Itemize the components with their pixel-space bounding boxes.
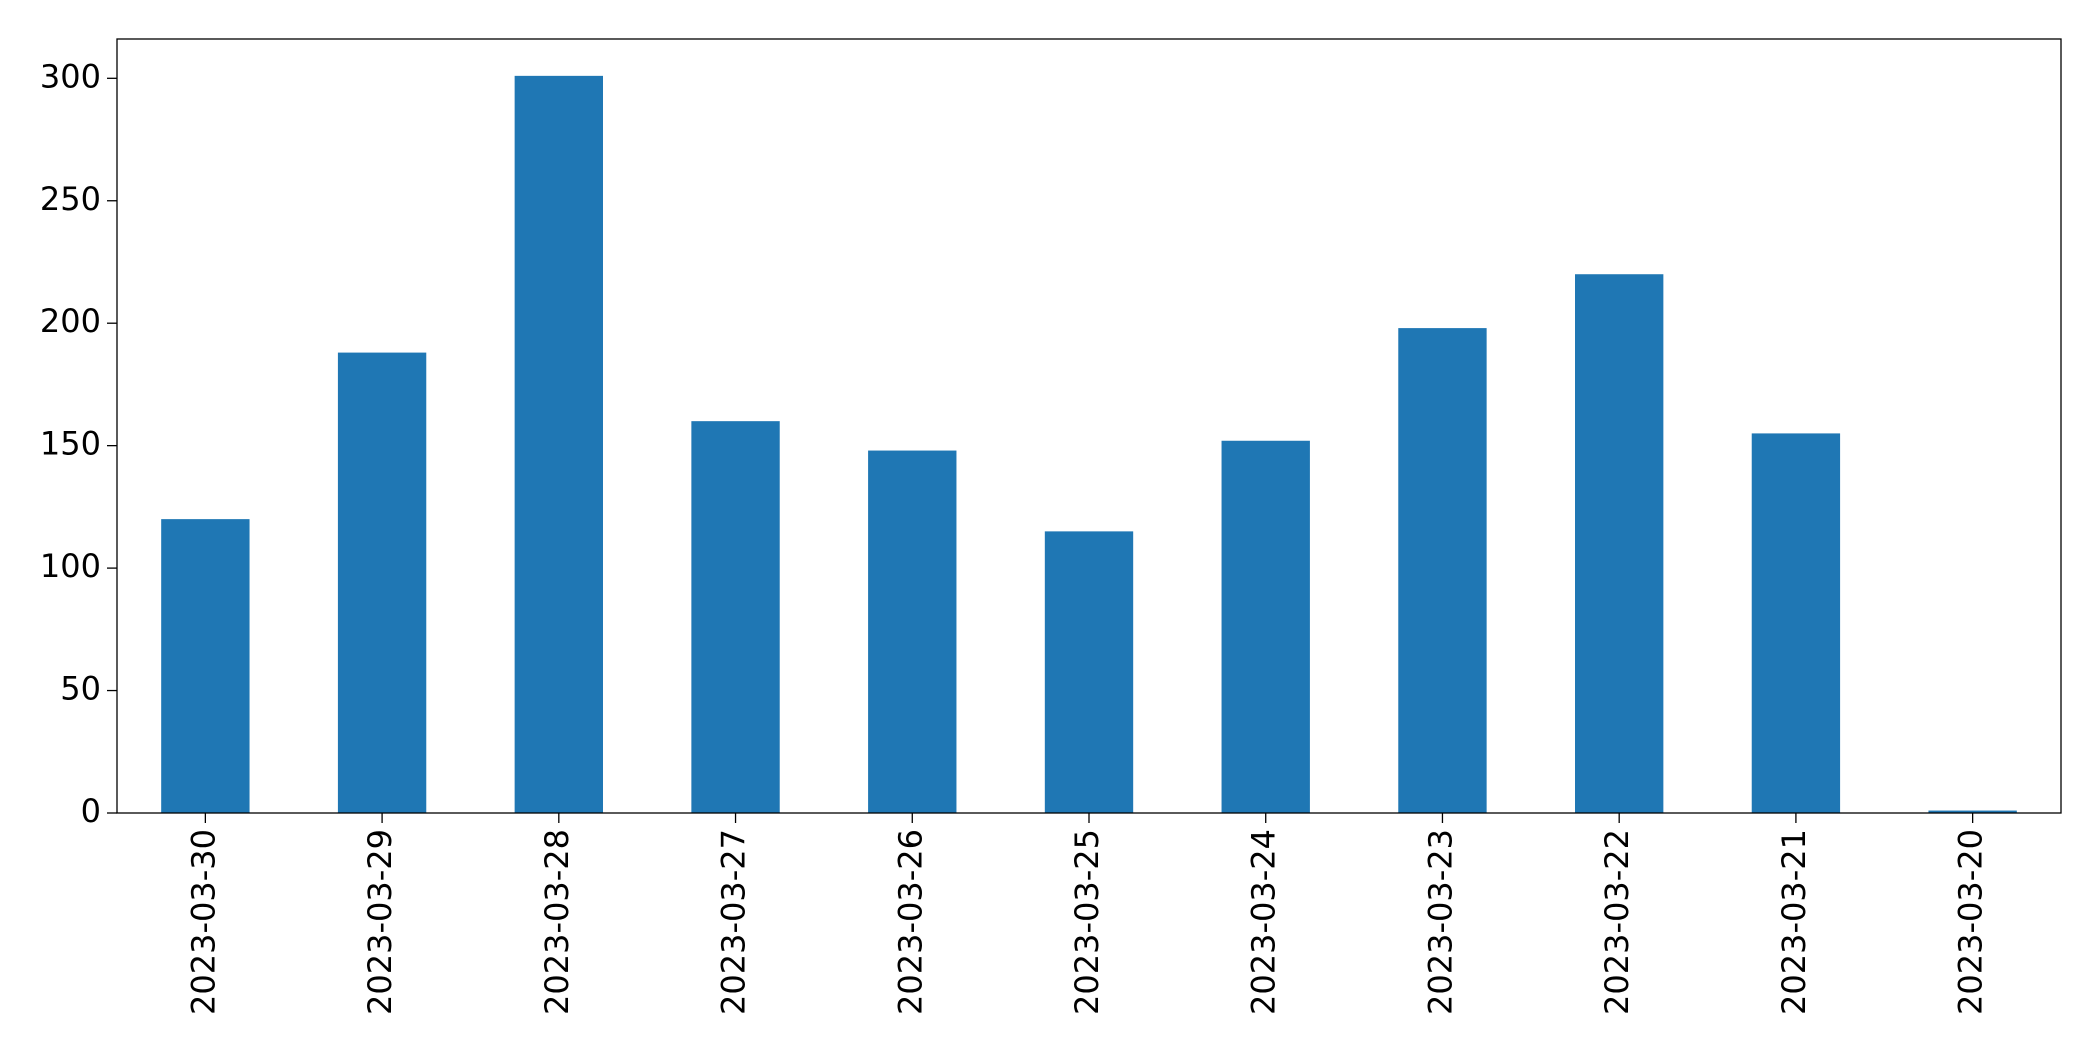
bar xyxy=(1044,531,1134,813)
bar xyxy=(1928,810,2017,813)
x-tick-label: 2023-03-22 xyxy=(1598,829,1636,1015)
bar xyxy=(1575,274,1664,813)
x-tick-label: 2023-03-24 xyxy=(1245,829,1283,1015)
x-tick-label: 2023-03-30 xyxy=(184,829,222,1015)
x-tick-label: 2023-03-28 xyxy=(538,829,576,1015)
bar xyxy=(161,519,250,813)
bar xyxy=(1751,433,1841,813)
bar xyxy=(1398,328,1487,813)
x-tick-label: 2023-03-27 xyxy=(715,829,753,1015)
bar xyxy=(1221,440,1310,813)
y-tick-label: 200 xyxy=(40,302,101,340)
bar xyxy=(691,421,780,813)
x-tick-label: 2023-03-26 xyxy=(891,829,929,1015)
bar xyxy=(337,352,427,813)
y-tick-label: 250 xyxy=(40,180,101,218)
bar xyxy=(868,450,957,813)
y-tick-label: 150 xyxy=(40,425,101,463)
y-tick-label: 0 xyxy=(81,792,101,830)
plot-frame xyxy=(116,38,2062,814)
y-tick-label: 50 xyxy=(60,670,101,708)
x-tick-label: 2023-03-23 xyxy=(1421,829,1459,1015)
x-tick-label: 2023-03-21 xyxy=(1775,829,1813,1015)
y-tick-label: 300 xyxy=(40,57,101,95)
x-tick-label: 2023-03-20 xyxy=(1952,829,1990,1015)
bar xyxy=(514,75,603,814)
y-tick-label: 100 xyxy=(40,547,101,585)
x-tick-label: 2023-03-25 xyxy=(1068,829,1106,1015)
x-tick-label: 2023-03-29 xyxy=(361,829,399,1015)
